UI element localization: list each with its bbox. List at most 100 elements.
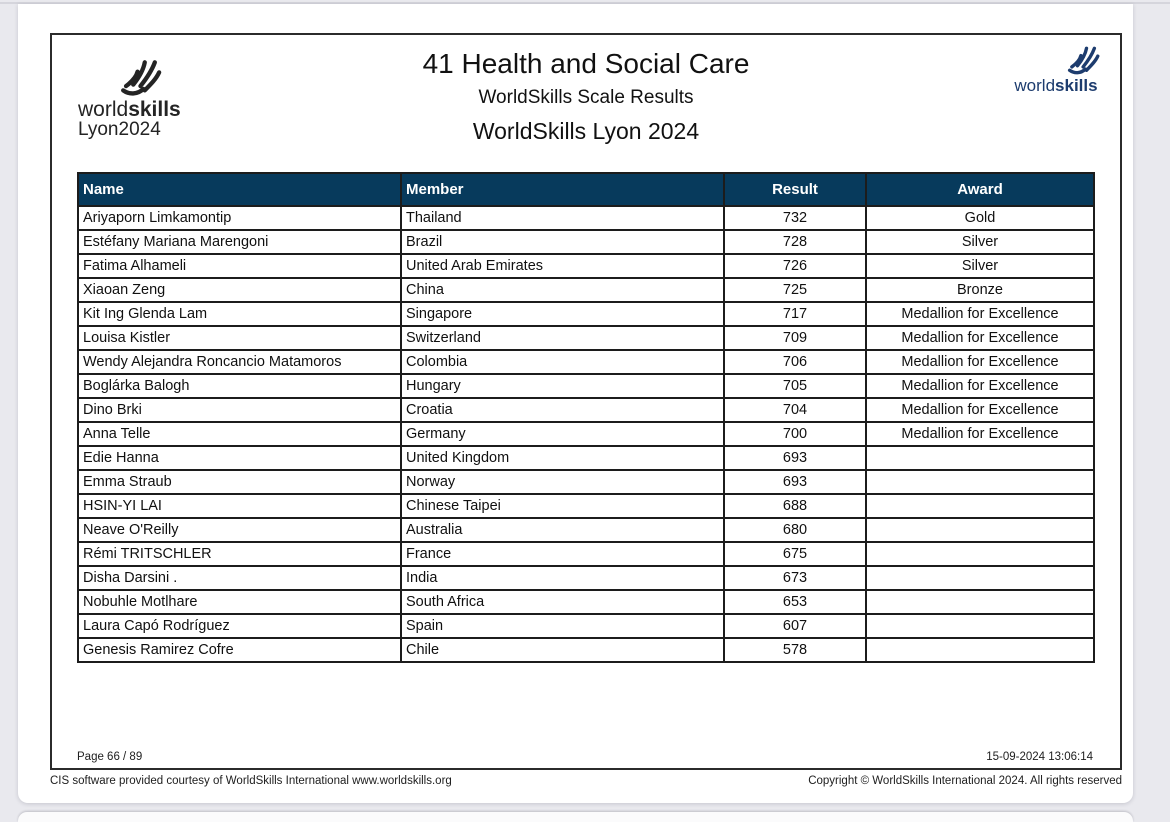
table-row: Kit Ing Glenda Lam Singapore 717 Medallion … <box>77 301 1095 327</box>
result-cell: 680 <box>723 517 867 543</box>
column-header-result: Result <box>723 172 867 207</box>
table-header-row: Name Member Result Award <box>77 172 1095 207</box>
name-cell: Dino Brki <box>77 397 402 423</box>
column-header-member: Member <box>400 172 725 207</box>
pdf-page-sheet: worldskills Lyon2024 41 Health and Socia… <box>18 4 1133 803</box>
member-cell: China <box>400 277 725 303</box>
table-row: Nobuhle Motlhare South Africa 653 <box>77 589 1095 615</box>
award-cell: Medallion for Excellence <box>865 421 1095 447</box>
member-cell: United Arab Emirates <box>400 253 725 279</box>
result-cell: 705 <box>723 373 867 399</box>
name-cell: Boglárka Balogh <box>77 373 402 399</box>
name-cell: Kit Ing Glenda Lam <box>77 301 402 327</box>
member-cell: Colombia <box>400 349 725 375</box>
member-cell: Thailand <box>400 205 725 231</box>
outside-footer: CIS software provided courtesy of WorldS… <box>50 775 1122 787</box>
award-cell: Medallion for Excellence <box>865 397 1095 423</box>
results-table-wrap: Name Member Result Award Ariyaporn Limka… <box>77 172 1095 663</box>
table-row: Ariyaporn Limkamontip Thailand 732 Gold <box>77 205 1095 231</box>
award-cell <box>865 589 1095 615</box>
award-cell: Medallion for Excellence <box>865 301 1095 327</box>
award-cell <box>865 469 1095 495</box>
result-cell: 706 <box>723 349 867 375</box>
worldskills-hand-icon <box>121 60 162 96</box>
next-page-edge <box>18 812 1133 822</box>
page-number: Page 66 / 89 <box>77 751 143 763</box>
logo-left-wordmark: worldskills <box>78 98 181 121</box>
award-cell <box>865 445 1095 471</box>
name-cell: Fatima Alhameli <box>77 253 402 279</box>
name-cell: Estéfany Mariana Marengoni <box>77 229 402 255</box>
name-cell: Genesis Ramirez Cofre <box>77 637 402 663</box>
result-cell: 700 <box>723 421 867 447</box>
result-cell: 693 <box>723 469 867 495</box>
result-cell: 726 <box>723 253 867 279</box>
report-page-border: worldskills Lyon2024 41 Health and Socia… <box>50 33 1122 770</box>
table-row: Genesis Ramirez Cofre Chile 578 <box>77 637 1095 663</box>
name-cell: Anna Telle <box>77 421 402 447</box>
cis-credit-line: CIS software provided courtesy of WorldS… <box>50 775 452 787</box>
name-cell: Edie Hanna <box>77 445 402 471</box>
member-cell: Brazil <box>400 229 725 255</box>
award-cell: Medallion for Excellence <box>865 373 1095 399</box>
copyright-line: Copyright © WorldSkills International 20… <box>808 775 1122 787</box>
viewer-top-divider <box>0 2 1170 4</box>
result-cell: 578 <box>723 637 867 663</box>
name-cell: Disha Darsini . <box>77 565 402 591</box>
table-row: Fatima Alhameli United Arab Emirates 726 Si… <box>77 253 1095 279</box>
member-cell: Chinese Taipei <box>400 493 725 519</box>
award-cell <box>865 541 1095 567</box>
award-cell: Gold <box>865 205 1095 231</box>
member-cell: South Africa <box>400 589 725 615</box>
column-header-name: Name <box>77 172 402 207</box>
member-cell: Switzerland <box>400 325 725 351</box>
result-cell: 709 <box>723 325 867 351</box>
name-cell: HSIN-YI LAI <box>77 493 402 519</box>
table-row: Laura Capó Rodríguez Spain 607 <box>77 613 1095 639</box>
name-cell: Neave O'Reilly <box>77 517 402 543</box>
award-cell <box>865 637 1095 663</box>
result-cell: 607 <box>723 613 867 639</box>
name-cell: Emma Straub <box>77 469 402 495</box>
table-row: Neave O'Reilly Australia 680 <box>77 517 1095 543</box>
results-table: Name Member Result Award Ariyaporn Limka… <box>77 172 1095 663</box>
member-cell: Croatia <box>400 397 725 423</box>
table-row: Dino Brki Croatia 704 Medallion for Excelle… <box>77 397 1095 423</box>
award-cell <box>865 493 1095 519</box>
result-cell: 688 <box>723 493 867 519</box>
table-row: Rémi TRITSCHLER France 675 <box>77 541 1095 567</box>
result-cell: 717 <box>723 301 867 327</box>
event-title: WorldSkills Lyon 2024 <box>472 118 700 144</box>
award-cell <box>865 517 1095 543</box>
member-cell: Norway <box>400 469 725 495</box>
table-row: Wendy Alejandra Roncancio Matamoros Colom… <box>77 349 1095 375</box>
award-cell <box>865 613 1095 639</box>
table-row: Xiaoan Zeng China 725 Bronze <box>77 277 1095 303</box>
award-cell: Silver <box>865 253 1095 279</box>
award-cell <box>865 565 1095 591</box>
report-timestamp: 15-09-2024 13:06:14 <box>986 751 1093 763</box>
table-row: HSIN-YI LAI Chinese Taipei 688 <box>77 493 1095 519</box>
member-cell: Chile <box>400 637 725 663</box>
result-cell: 653 <box>723 589 867 615</box>
award-cell: Silver <box>865 229 1095 255</box>
result-cell: 675 <box>723 541 867 567</box>
name-cell: Ariyaporn Limkamontip <box>77 205 402 231</box>
table-row: Disha Darsini . India 673 <box>77 565 1095 591</box>
logo-right-wordmark: worldskills <box>1014 76 1098 95</box>
name-cell: Nobuhle Motlhare <box>77 589 402 615</box>
worldskills-logo: worldskills <box>1012 41 1100 94</box>
table-row: Boglárka Balogh Hungary 705 Medallion for E… <box>77 373 1095 399</box>
result-cell: 725 <box>723 277 867 303</box>
award-cell: Medallion for Excellence <box>865 349 1095 375</box>
award-cell: Bronze <box>865 277 1095 303</box>
result-cell: 673 <box>723 565 867 591</box>
result-cell: 704 <box>723 397 867 423</box>
name-cell: Wendy Alejandra Roncancio Matamoros <box>77 349 402 375</box>
table-row: Emma Straub Norway 693 <box>77 469 1095 495</box>
result-cell: 693 <box>723 445 867 471</box>
table-row: Anna Telle Germany 700 Medallion for Excell… <box>77 421 1095 447</box>
table-row: Edie Hanna United Kingdom 693 <box>77 445 1095 471</box>
name-cell: Laura Capó Rodríguez <box>77 613 402 639</box>
member-cell: Singapore <box>400 301 725 327</box>
